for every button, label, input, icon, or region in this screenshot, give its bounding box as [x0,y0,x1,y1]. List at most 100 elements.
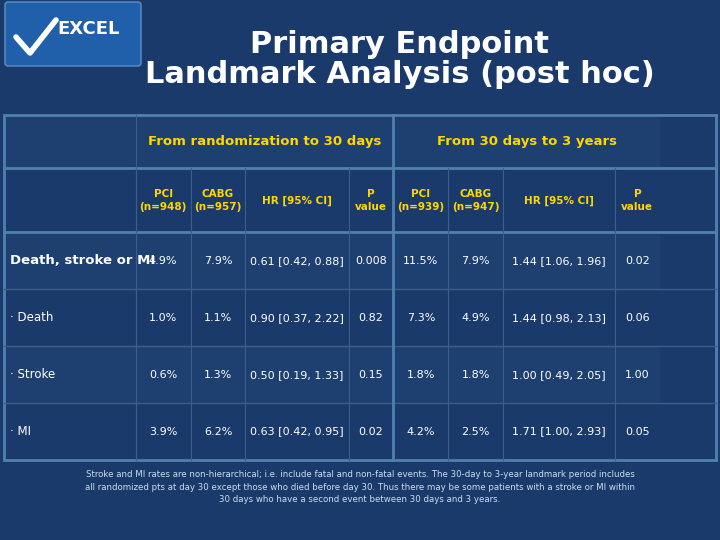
Text: 0.02: 0.02 [625,256,649,266]
Bar [348,232,393,289]
Bar [135,168,191,232]
Bar [246,232,348,289]
Text: 1.00 [0.49, 2.05]: 1.00 [0.49, 2.05] [512,369,606,380]
Bar [4,346,135,403]
FancyBboxPatch shape [5,2,141,66]
Bar [246,403,348,460]
Bar [503,232,615,289]
Text: 0.82: 0.82 [359,313,384,323]
Bar [503,289,615,346]
Text: 1.8%: 1.8% [407,369,435,380]
Bar [615,289,660,346]
Bar [191,115,246,168]
Bar [246,346,348,403]
Text: 1.8%: 1.8% [462,369,490,380]
Bar [393,168,449,232]
Text: 0.06: 0.06 [625,313,649,323]
Bar [503,115,615,168]
Bar [246,289,348,346]
Text: 2.5%: 2.5% [462,427,490,436]
Bar [615,232,660,289]
Bar [503,403,615,460]
Bar [393,403,449,460]
Text: 11.5%: 11.5% [403,256,438,266]
Bar [449,346,503,403]
Bar [348,115,393,168]
Bar [135,115,191,168]
Text: 7.3%: 7.3% [407,313,435,323]
Text: 0.90 [0.37, 2.22]: 0.90 [0.37, 2.22] [250,313,344,323]
Bar [348,289,393,346]
Bar [449,115,503,168]
Text: 0.05: 0.05 [625,427,649,436]
Bar [191,168,246,232]
Text: EXCEL: EXCEL [58,21,120,38]
Text: 3.9%: 3.9% [149,427,177,436]
Text: From 30 days to 3 years: From 30 days to 3 years [436,135,616,148]
Bar [449,289,503,346]
Bar [348,168,393,232]
Bar [4,403,135,460]
Bar [191,403,246,460]
Bar [615,115,660,168]
Text: P
value: P value [621,189,653,212]
Bar [615,346,660,403]
Text: From randomization to 30 days: From randomization to 30 days [148,135,382,148]
Bar [135,346,191,403]
Bar [348,346,393,403]
Text: 1.1%: 1.1% [204,313,232,323]
Text: 1.00: 1.00 [625,369,649,380]
Text: CABG
(n=957): CABG (n=957) [194,189,242,212]
Text: 1.44 [0.98, 2.13]: 1.44 [0.98, 2.13] [512,313,606,323]
Bar [4,115,135,168]
Text: 4.2%: 4.2% [407,427,435,436]
Bar [449,232,503,289]
Bar [503,346,615,403]
Text: PCI
(n=939): PCI (n=939) [397,189,444,212]
Text: · Death: · Death [10,311,53,324]
Bar [393,346,449,403]
Bar [246,115,348,168]
Text: Landmark Analysis (post hoc): Landmark Analysis (post hoc) [145,60,655,89]
Text: 6.2%: 6.2% [204,427,232,436]
Text: 1.0%: 1.0% [149,313,177,323]
Bar [191,289,246,346]
Text: PCI
(n=948): PCI (n=948) [140,189,186,212]
Bar [393,232,449,289]
Bar [191,346,246,403]
Text: HR [95% CI]: HR [95% CI] [524,195,594,206]
Text: HR [95% CI]: HR [95% CI] [262,195,332,206]
Bar [4,168,135,232]
Bar [615,403,660,460]
Text: Primary Endpoint: Primary Endpoint [251,30,549,59]
Bar [348,403,393,460]
Text: Stroke and MI rates are non-hierarchical; i.e. include fatal and non-fatal event: Stroke and MI rates are non-hierarchical… [85,470,635,504]
Bar [4,115,716,460]
Bar [4,289,135,346]
Bar [393,115,449,168]
Text: 0.15: 0.15 [359,369,383,380]
Bar [191,232,246,289]
Text: 0.008: 0.008 [355,256,387,266]
Bar [503,168,615,232]
Text: CABG
(n=947): CABG (n=947) [452,189,500,212]
Text: 4.9%: 4.9% [462,313,490,323]
Text: Death, stroke or MI: Death, stroke or MI [10,254,156,267]
Text: 7.9%: 7.9% [462,256,490,266]
Bar [135,232,191,289]
Bar [449,168,503,232]
Bar [393,289,449,346]
Text: 0.02: 0.02 [359,427,384,436]
Bar [135,403,191,460]
Text: 0.6%: 0.6% [149,369,177,380]
Bar [615,168,660,232]
Text: 4.9%: 4.9% [149,256,177,266]
Text: 7.9%: 7.9% [204,256,233,266]
Text: 0.63 [0.42, 0.95]: 0.63 [0.42, 0.95] [250,427,344,436]
Bar [4,232,135,289]
Text: · Stroke: · Stroke [10,368,55,381]
Text: · MI: · MI [10,425,31,438]
Text: 1.71 [1.00, 2.93]: 1.71 [1.00, 2.93] [512,427,606,436]
Text: 0.50 [0.19, 1.33]: 0.50 [0.19, 1.33] [251,369,343,380]
Bar [135,289,191,346]
